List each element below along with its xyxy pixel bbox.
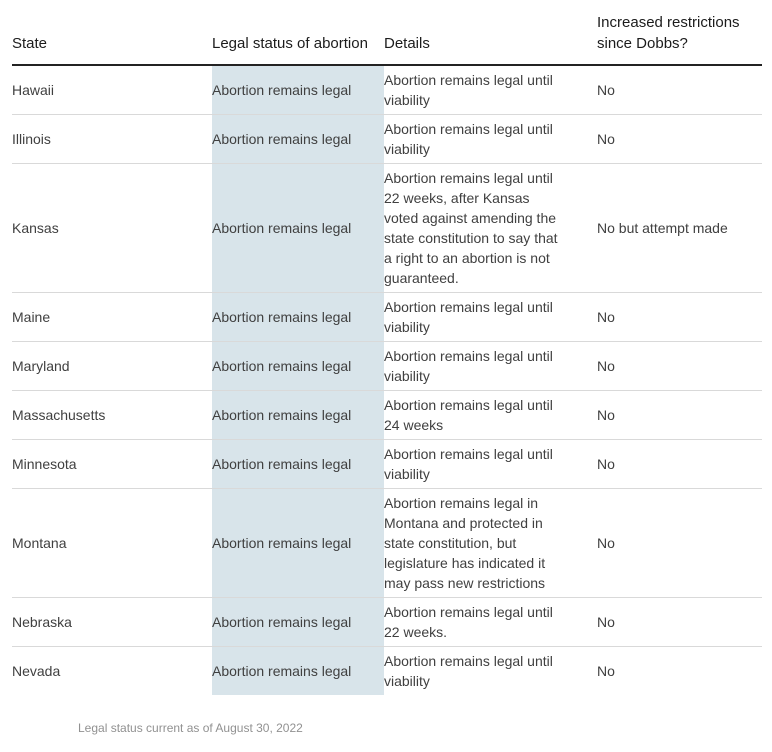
cell-restrictions: No (597, 82, 615, 98)
column-header-legal-status: Legal status of abortion (212, 0, 384, 66)
cell-legal-status: Abortion remains legal (212, 439, 384, 489)
cell-details: Abortion remains legal until 22 weeks, a… (384, 163, 597, 293)
table-row-montana: Montana Abortion remains legal Abortion … (12, 488, 762, 598)
cell-legal-status: Abortion remains legal (212, 163, 384, 293)
cell-legal-status: Abortion remains legal (212, 341, 384, 391)
table-row-nebraska: Nebraska Abortion remains legal Abortion… (12, 597, 762, 647)
cell-restrictions: No (597, 597, 762, 647)
cell-restrictions: No but attempt made (597, 163, 762, 293)
cell-restrictions: No (597, 390, 762, 440)
cell-restrictions: No (597, 439, 762, 489)
table-row-nevada: Nevada Abortion remains legal Abortion r… (12, 646, 762, 695)
cell-restrictions: No (597, 646, 762, 695)
table-row-illinois: Illinois Abortion remains legal Abortion… (12, 114, 762, 164)
table-row-kansas: Kansas Abortion remains legal Abortion r… (12, 163, 762, 293)
cell-state: Montana (12, 488, 212, 598)
cell-legal-status: Abortion remains legal (212, 114, 384, 164)
cell-details: Abortion remains legal until viability (384, 439, 597, 489)
table-header: State Legal status of abortion Details I… (12, 0, 762, 66)
cell-restrictions: No (597, 341, 762, 391)
header-row: State Legal status of abortion Details I… (12, 0, 762, 66)
table-row-maryland: Maryland Abortion remains legal Abortion… (12, 341, 762, 391)
status-current-note: Legal status current as of August 30, 20… (78, 721, 303, 735)
cell-details: Abortion remains legal until viability (384, 341, 597, 391)
cell-restrictions: No (597, 488, 762, 598)
cell-state: Kansas (12, 163, 212, 293)
cell-legal-status: Abortion remains legal (212, 390, 384, 440)
cell-state: Illinois (12, 114, 212, 164)
cell-restrictions: No (597, 292, 762, 342)
cell-state: Nevada (12, 646, 212, 695)
cell-state: Maine (12, 292, 212, 342)
cell-details: Abortion remains legal until 22 weeks. (384, 597, 597, 647)
cell-legal-status: Abortion remains legal (212, 488, 384, 598)
table-row-massachusetts: Massachusetts Abortion remains legal Abo… (12, 390, 762, 440)
cell-state: Minnesota (12, 439, 212, 489)
table-row-minnesota: Minnesota Abortion remains legal Abortio… (12, 439, 762, 489)
cell-restrictions: No (597, 114, 762, 164)
cell-details: Abortion remains legal until viability (384, 72, 553, 108)
cell-legal-status: Abortion remains legal (212, 597, 384, 647)
cell-details: Abortion remains legal until viability (384, 114, 597, 164)
table-row-hawaii: Hawaii Abortion remains legal Abortion r… (12, 65, 762, 115)
column-header-restrictions: Increased restrictions since Dobbs? (597, 0, 762, 66)
cell-legal-status: Abortion remains legal (212, 292, 384, 342)
cell-details: Abortion remains legal until 24 weeks (384, 390, 597, 440)
abortion-status-table: State Legal status of abortion Details I… (12, 0, 762, 695)
cell-state: Hawaii (12, 82, 55, 98)
column-header-state: State (12, 0, 212, 66)
column-header-details: Details (384, 0, 597, 66)
cell-state: Nebraska (12, 597, 212, 647)
footnotes: Legal status current as of August 30, 20… (78, 721, 762, 752)
cell-details: Abortion remains legal until viability (384, 646, 597, 695)
table-row-maine: Maine Abortion remains legal Abortion re… (12, 292, 762, 342)
cell-state: Maryland (12, 341, 212, 391)
table-body: Hawaii Abortion remains legal Abortion r… (12, 65, 762, 695)
cell-legal-status: Abortion remains legal (212, 646, 384, 695)
cell-details: Abortion remains legal until viability (384, 292, 597, 342)
cell-legal-status: Abortion remains legal (212, 65, 384, 115)
cell-state: Massachusetts (12, 390, 212, 440)
cell-details: Abortion remains legal in Montana and pr… (384, 488, 597, 598)
